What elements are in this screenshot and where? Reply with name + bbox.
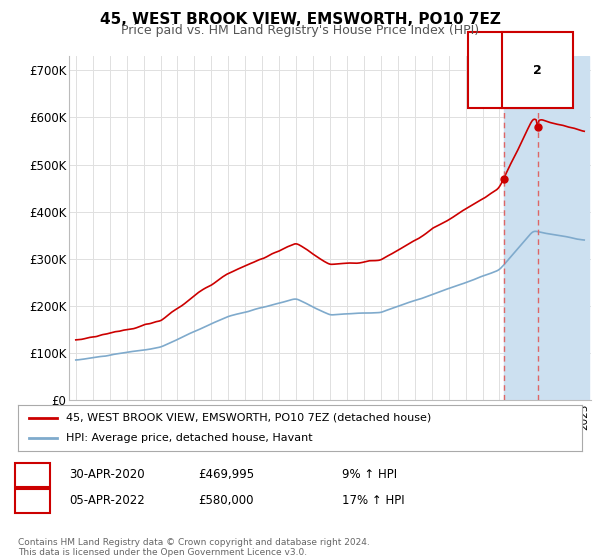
Text: 30-APR-2020: 30-APR-2020: [69, 468, 145, 481]
Text: 1: 1: [28, 468, 37, 481]
Text: 9% ↑ HPI: 9% ↑ HPI: [342, 468, 397, 481]
Text: 05-APR-2022: 05-APR-2022: [69, 494, 145, 507]
Text: 17% ↑ HPI: 17% ↑ HPI: [342, 494, 404, 507]
Text: £469,995: £469,995: [198, 468, 254, 481]
Text: 45, WEST BROOK VIEW, EMSWORTH, PO10 7EZ: 45, WEST BROOK VIEW, EMSWORTH, PO10 7EZ: [100, 12, 500, 27]
Text: Price paid vs. HM Land Registry's House Price Index (HPI): Price paid vs. HM Land Registry's House …: [121, 24, 479, 37]
Text: £580,000: £580,000: [198, 494, 254, 507]
Text: 1: 1: [499, 64, 508, 77]
Text: 45, WEST BROOK VIEW, EMSWORTH, PO10 7EZ (detached house): 45, WEST BROOK VIEW, EMSWORTH, PO10 7EZ …: [66, 413, 431, 423]
Text: 2: 2: [533, 64, 542, 77]
Bar: [504, 56, 589, 400]
Text: 2: 2: [28, 494, 37, 507]
Text: Contains HM Land Registry data © Crown copyright and database right 2024.
This d: Contains HM Land Registry data © Crown c…: [18, 538, 370, 557]
Text: HPI: Average price, detached house, Havant: HPI: Average price, detached house, Hava…: [66, 433, 313, 443]
